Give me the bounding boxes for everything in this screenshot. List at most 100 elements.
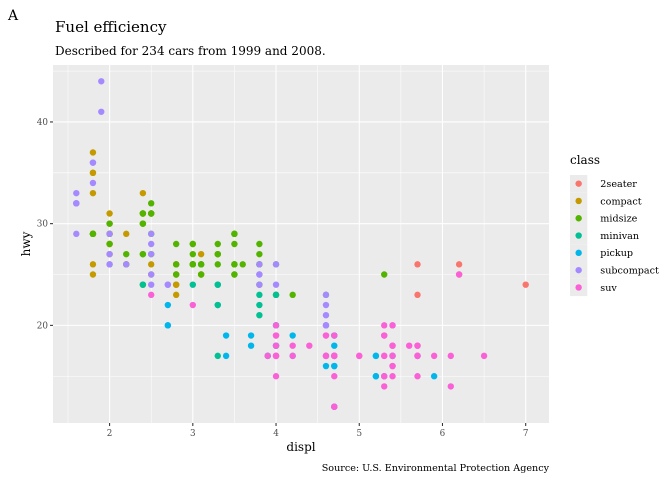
point-suv — [272, 322, 280, 329]
point-suv — [447, 352, 454, 360]
point-suv — [414, 352, 421, 360]
point-subcompact — [148, 250, 155, 258]
point-suv — [389, 362, 396, 370]
point-suv — [381, 322, 388, 329]
legend-label-midsize: midsize — [600, 214, 637, 225]
point-suv — [148, 291, 155, 299]
point-suv — [414, 373, 421, 380]
point-pickup — [247, 332, 255, 339]
point-suv — [306, 342, 313, 349]
point-midsize — [106, 220, 113, 227]
point-subcompact — [164, 281, 172, 288]
point-midsize — [214, 250, 221, 258]
point-midsize — [148, 210, 155, 217]
legend-swatch-suv — [575, 284, 582, 291]
point-suv — [331, 403, 338, 410]
legend-swatch-2seater — [575, 180, 582, 187]
point-suv — [455, 271, 463, 278]
point-2seater — [414, 291, 421, 299]
point-suv — [389, 342, 396, 349]
point-subcompact — [98, 108, 105, 115]
y-tick-label: 20 — [37, 321, 49, 331]
plot-panel — [53, 65, 549, 423]
point-suv — [405, 342, 413, 349]
point-subcompact — [322, 322, 330, 329]
y-axis-title: hwy — [19, 231, 33, 256]
legend: class 2seater compact midsize minivan pickup… — [570, 153, 659, 297]
point-compact — [172, 281, 180, 288]
point-minivan — [189, 281, 197, 288]
point-minivan — [214, 352, 221, 360]
point-pickup — [331, 362, 338, 370]
point-suv — [331, 332, 338, 339]
point-midsize — [197, 261, 205, 268]
point-midsize — [139, 210, 147, 217]
panel-background — [53, 65, 549, 423]
legend-label-2seater: 2seater — [600, 179, 637, 190]
point-suv — [289, 352, 296, 360]
x-tick-label: 2 — [107, 429, 113, 439]
legend-label-compact: compact — [600, 196, 641, 207]
point-midsize — [172, 261, 180, 268]
point-subcompact — [106, 230, 113, 238]
point-subcompact — [89, 179, 97, 187]
point-compact — [89, 169, 97, 177]
point-subcompact — [98, 78, 105, 85]
point-subcompact — [322, 291, 330, 299]
point-midsize — [148, 200, 155, 207]
point-subcompact — [123, 261, 130, 268]
point-subcompact — [256, 281, 263, 288]
point-subcompact — [272, 281, 280, 288]
point-midsize — [197, 271, 205, 278]
point-suv — [289, 342, 296, 349]
point-compact — [172, 291, 180, 299]
point-midsize — [172, 240, 180, 248]
x-axis-title: displ — [286, 440, 315, 454]
point-midsize — [189, 240, 197, 248]
x-tick-label: 3 — [190, 429, 196, 439]
legend-swatch-compact — [575, 197, 582, 205]
point-midsize — [139, 250, 147, 258]
point-subcompact — [148, 230, 155, 238]
point-midsize — [189, 261, 197, 268]
y-tick-label: 40 — [37, 118, 49, 128]
point-midsize — [106, 240, 113, 248]
point-midsize — [89, 230, 97, 238]
point-minivan — [214, 301, 221, 309]
point-midsize — [231, 261, 238, 268]
legend-label-pickup: pickup — [600, 248, 633, 259]
point-subcompact — [73, 189, 80, 197]
point-midsize — [214, 261, 221, 268]
point-compact — [197, 250, 205, 258]
legend-title: class — [570, 153, 600, 167]
point-compact — [139, 189, 147, 197]
point-minivan — [256, 291, 263, 299]
point-subcompact — [73, 200, 80, 207]
point-pickup — [430, 373, 438, 380]
point-suv — [414, 342, 421, 349]
point-suv — [272, 342, 280, 349]
legend-label-suv: suv — [600, 283, 617, 294]
chart-caption: Source: U.S. Environmental Protection Ag… — [322, 463, 550, 474]
point-midsize — [239, 261, 246, 268]
point-pickup — [164, 322, 172, 329]
point-minivan — [272, 291, 280, 299]
point-pickup — [164, 301, 172, 309]
point-suv — [272, 332, 280, 339]
legend-items: 2seater compact midsize minivan pickup subcom… — [570, 175, 659, 297]
legend-label-subcompact: subcompact — [600, 265, 659, 276]
point-midsize — [139, 220, 147, 227]
point-suv — [331, 352, 338, 360]
legend-swatch-pickup — [575, 249, 582, 257]
point-suv — [389, 373, 396, 380]
axes: 2 3 4 5 6 7 20 30 40 — [37, 118, 529, 439]
point-suv — [389, 322, 396, 329]
point-compact — [89, 189, 97, 197]
point-suv — [322, 352, 330, 360]
point-2seater — [522, 281, 529, 288]
point-pickup — [222, 352, 230, 360]
x-tick-label: 7 — [523, 429, 529, 439]
figure-tag: A — [7, 8, 19, 24]
point-subcompact — [272, 261, 280, 268]
